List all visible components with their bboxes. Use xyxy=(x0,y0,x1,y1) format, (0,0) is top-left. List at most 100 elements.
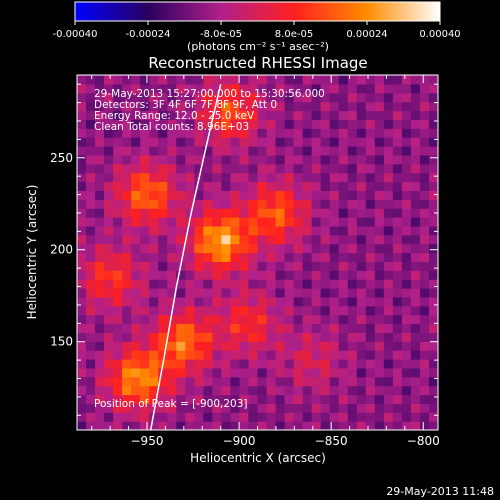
heatmap-cell xyxy=(329,243,340,254)
heatmap-cell xyxy=(176,270,186,280)
heatmap-cell xyxy=(77,394,87,404)
heatmap-cell xyxy=(248,110,259,120)
heatmap-cell xyxy=(95,234,105,245)
heatmap-cell xyxy=(311,385,322,396)
heatmap-cell xyxy=(86,252,96,262)
heatmap-cell xyxy=(122,403,132,413)
heatmap-cell xyxy=(104,305,114,316)
heatmap-cell xyxy=(374,146,385,156)
heatmap-cell xyxy=(419,412,430,422)
heatmap-cell xyxy=(392,296,403,307)
heatmap-cell xyxy=(203,217,213,227)
heatmap-cell xyxy=(221,75,232,85)
heatmap-cell xyxy=(185,296,195,307)
heatmap-cell xyxy=(428,359,438,369)
heatmap-cell xyxy=(275,234,286,245)
heatmap-cell xyxy=(140,172,150,183)
heatmap-cell xyxy=(203,181,213,191)
heatmap-cell xyxy=(302,394,313,404)
heatmap-cell xyxy=(311,137,322,147)
colorbar-tick-label: 0.00040 xyxy=(419,29,460,40)
heatmap-cell xyxy=(266,403,277,413)
heatmap-cell xyxy=(374,217,385,227)
heatmap-cell xyxy=(113,279,123,289)
heatmap-cell xyxy=(275,385,286,396)
heatmap-cell xyxy=(167,190,177,200)
heatmap-cell xyxy=(167,137,177,147)
heatmap-cell xyxy=(212,403,223,413)
heatmap-cell xyxy=(248,119,259,129)
heatmap-cell xyxy=(356,261,367,271)
heatmap-cell xyxy=(428,341,438,351)
heatmap-cell xyxy=(311,412,322,422)
heatmap-cell xyxy=(356,101,367,112)
heatmap-cell xyxy=(194,83,204,94)
heatmap-cell xyxy=(266,296,277,307)
x-axis-label: Heliocentric X (arcsec) xyxy=(190,451,326,465)
heatmap-cell xyxy=(203,119,213,129)
heatmap-cell xyxy=(176,403,186,413)
heatmap-cell xyxy=(239,252,250,262)
heatmap-cell xyxy=(86,119,96,129)
heatmap-cell xyxy=(239,208,250,218)
heatmap-cell xyxy=(266,367,277,378)
heatmap-cell xyxy=(194,146,204,156)
heatmap-cell xyxy=(383,101,394,112)
heatmap-cell xyxy=(122,279,132,289)
heatmap-cell xyxy=(122,243,132,254)
heatmap-cell xyxy=(374,252,385,262)
heatmap-cell xyxy=(221,146,232,156)
heatmap-cell xyxy=(203,75,213,85)
heatmap-cell xyxy=(104,394,114,404)
heatmap-cell xyxy=(320,75,331,85)
heatmap-cell xyxy=(149,154,159,165)
heatmap-cell xyxy=(167,163,177,174)
heatmap-cell xyxy=(86,190,96,200)
heatmap-cell xyxy=(383,252,394,262)
heatmap-cell xyxy=(95,252,105,262)
heatmap-cell xyxy=(329,412,340,422)
heatmap-cell xyxy=(275,75,286,85)
heatmap-cell xyxy=(365,137,376,147)
heatmap-cell xyxy=(149,128,159,138)
heatmap-cell xyxy=(140,119,150,129)
heatmap-cell xyxy=(77,75,87,85)
heatmap-cell xyxy=(392,234,403,245)
heatmap-cell xyxy=(212,128,223,138)
heatmap-cell xyxy=(347,314,358,325)
heatmap-cell xyxy=(356,359,367,369)
heatmap-cell xyxy=(140,163,150,174)
heatmap-cell xyxy=(392,243,403,254)
heatmap-cell xyxy=(230,83,241,94)
info-annotations: 29-May-2013 15:27:00.000 to 15:30:56.000… xyxy=(94,88,325,133)
heatmap-cell xyxy=(311,314,322,325)
heatmap-cell xyxy=(401,270,412,280)
heatmap-cell xyxy=(383,172,394,183)
heatmap-cell xyxy=(374,243,385,254)
heatmap-cell xyxy=(221,412,232,422)
heatmap-cell xyxy=(401,190,412,200)
heatmap-cell xyxy=(365,83,376,94)
heatmap-cell xyxy=(302,323,313,333)
heatmap-cell xyxy=(131,332,141,342)
colorbar-tick-label: 0.00024 xyxy=(346,29,387,40)
heatmap-cell xyxy=(275,137,286,147)
heatmap-cell xyxy=(293,394,304,404)
heatmap-cell xyxy=(131,243,141,254)
heatmap-cell xyxy=(419,367,430,378)
heatmap-cell xyxy=(140,181,150,191)
heatmap-cell xyxy=(176,341,186,351)
heatmap-cell xyxy=(302,101,313,112)
heatmap-cell xyxy=(194,350,204,360)
heatmap-cell xyxy=(338,154,349,165)
heatmap-cell xyxy=(248,83,259,94)
heatmap-cell xyxy=(113,92,123,103)
heatmap-cell xyxy=(347,110,358,120)
heatmap-cell xyxy=(203,252,213,262)
heatmap-cell xyxy=(113,305,123,316)
heatmap-cell xyxy=(221,128,232,138)
heatmap-cell xyxy=(257,119,268,129)
heatmap-cell xyxy=(320,412,331,422)
heatmap-cell xyxy=(383,190,394,200)
heatmap-cell xyxy=(158,279,168,289)
